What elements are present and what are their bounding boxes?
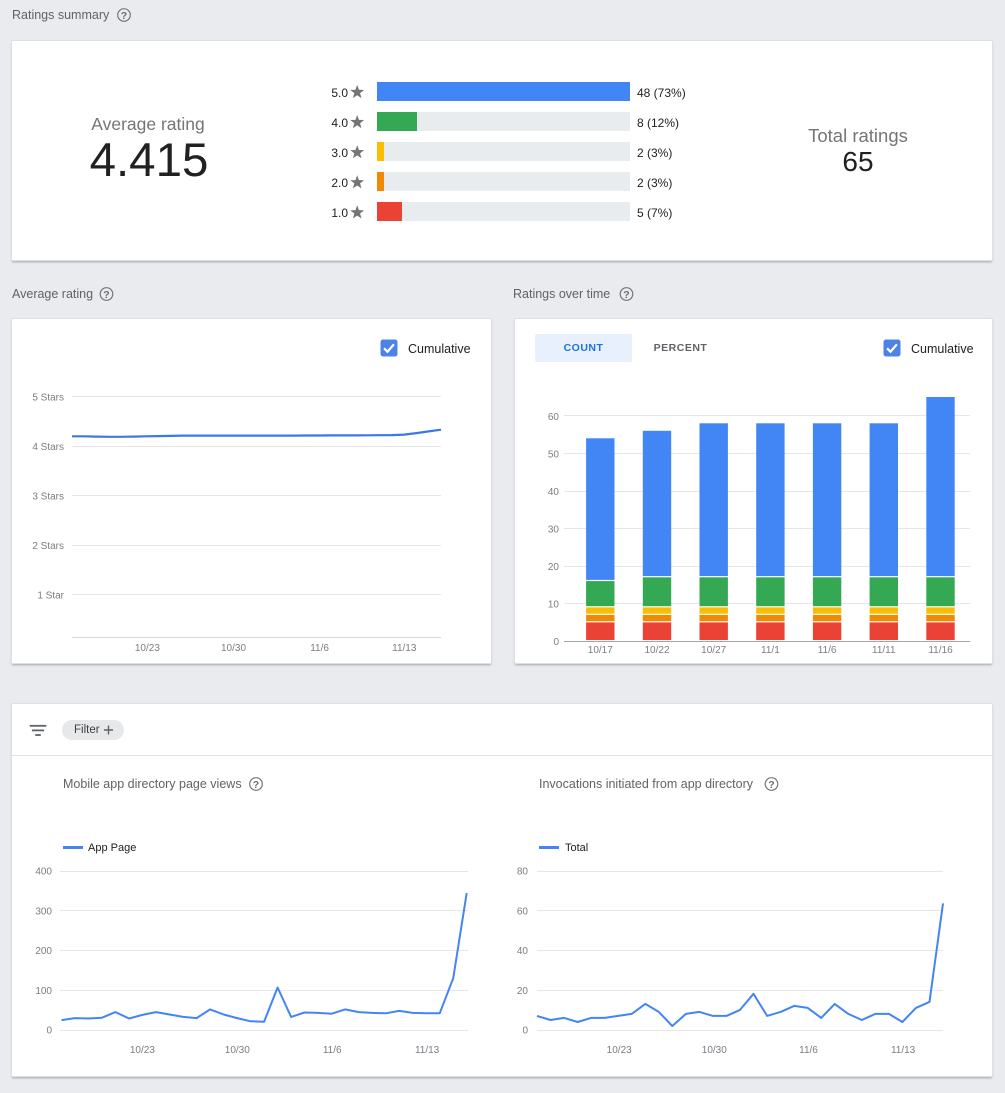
svg-text:10/30: 10/30: [225, 1045, 250, 1056]
svg-text:20: 20: [517, 986, 529, 997]
svg-text:10/23: 10/23: [130, 1045, 155, 1056]
svg-text:0: 0: [522, 1026, 528, 1037]
svg-text:10/27: 10/27: [701, 645, 726, 656]
svg-text:4 Stars: 4 Stars: [32, 442, 64, 453]
svg-text:30: 30: [548, 525, 560, 536]
svg-text:11/11: 11/11: [872, 645, 896, 656]
svg-text:20: 20: [548, 562, 560, 573]
svg-text:11/1: 11/1: [761, 645, 780, 656]
svg-text:10/23: 10/23: [135, 643, 160, 654]
svg-text:200: 200: [35, 946, 52, 957]
svg-text:11/6: 11/6: [310, 643, 329, 654]
svg-text:40: 40: [517, 946, 529, 957]
svg-text:40: 40: [548, 487, 560, 498]
svg-text:11/6: 11/6: [799, 1045, 818, 1056]
svg-text:0: 0: [553, 637, 559, 648]
svg-text:1 Star: 1 Star: [37, 591, 64, 602]
svg-text:100: 100: [35, 986, 52, 997]
svg-text:0: 0: [46, 1026, 52, 1037]
svg-text:10/30: 10/30: [702, 1045, 727, 1056]
svg-text:300: 300: [35, 906, 52, 917]
svg-text:11/13: 11/13: [392, 643, 417, 654]
svg-text:10/17: 10/17: [588, 645, 613, 656]
svg-text:11/16: 11/16: [928, 645, 953, 656]
svg-text:10: 10: [548, 600, 560, 611]
svg-text:10/23: 10/23: [607, 1045, 632, 1056]
svg-text:11/6: 11/6: [818, 645, 837, 656]
svg-text:?: ?: [121, 10, 127, 22]
svg-text:?: ?: [103, 289, 109, 301]
svg-text:?: ?: [623, 289, 629, 301]
svg-text:10/22: 10/22: [644, 645, 669, 656]
svg-text:11/13: 11/13: [415, 1045, 440, 1056]
svg-text:60: 60: [548, 412, 560, 423]
svg-text:80: 80: [517, 867, 529, 878]
svg-text:50: 50: [548, 449, 560, 460]
svg-text:5 Stars: 5 Stars: [32, 393, 64, 404]
svg-text:3 Stars: 3 Stars: [32, 492, 64, 503]
svg-text:?: ?: [253, 779, 259, 791]
svg-text:?: ?: [768, 779, 774, 791]
svg-text:11/6: 11/6: [323, 1045, 342, 1056]
svg-text:2 Stars: 2 Stars: [32, 541, 64, 552]
svg-text:11/13: 11/13: [891, 1045, 916, 1056]
svg-text:60: 60: [517, 906, 529, 917]
svg-text:400: 400: [35, 867, 52, 878]
svg-text:10/30: 10/30: [221, 643, 246, 654]
